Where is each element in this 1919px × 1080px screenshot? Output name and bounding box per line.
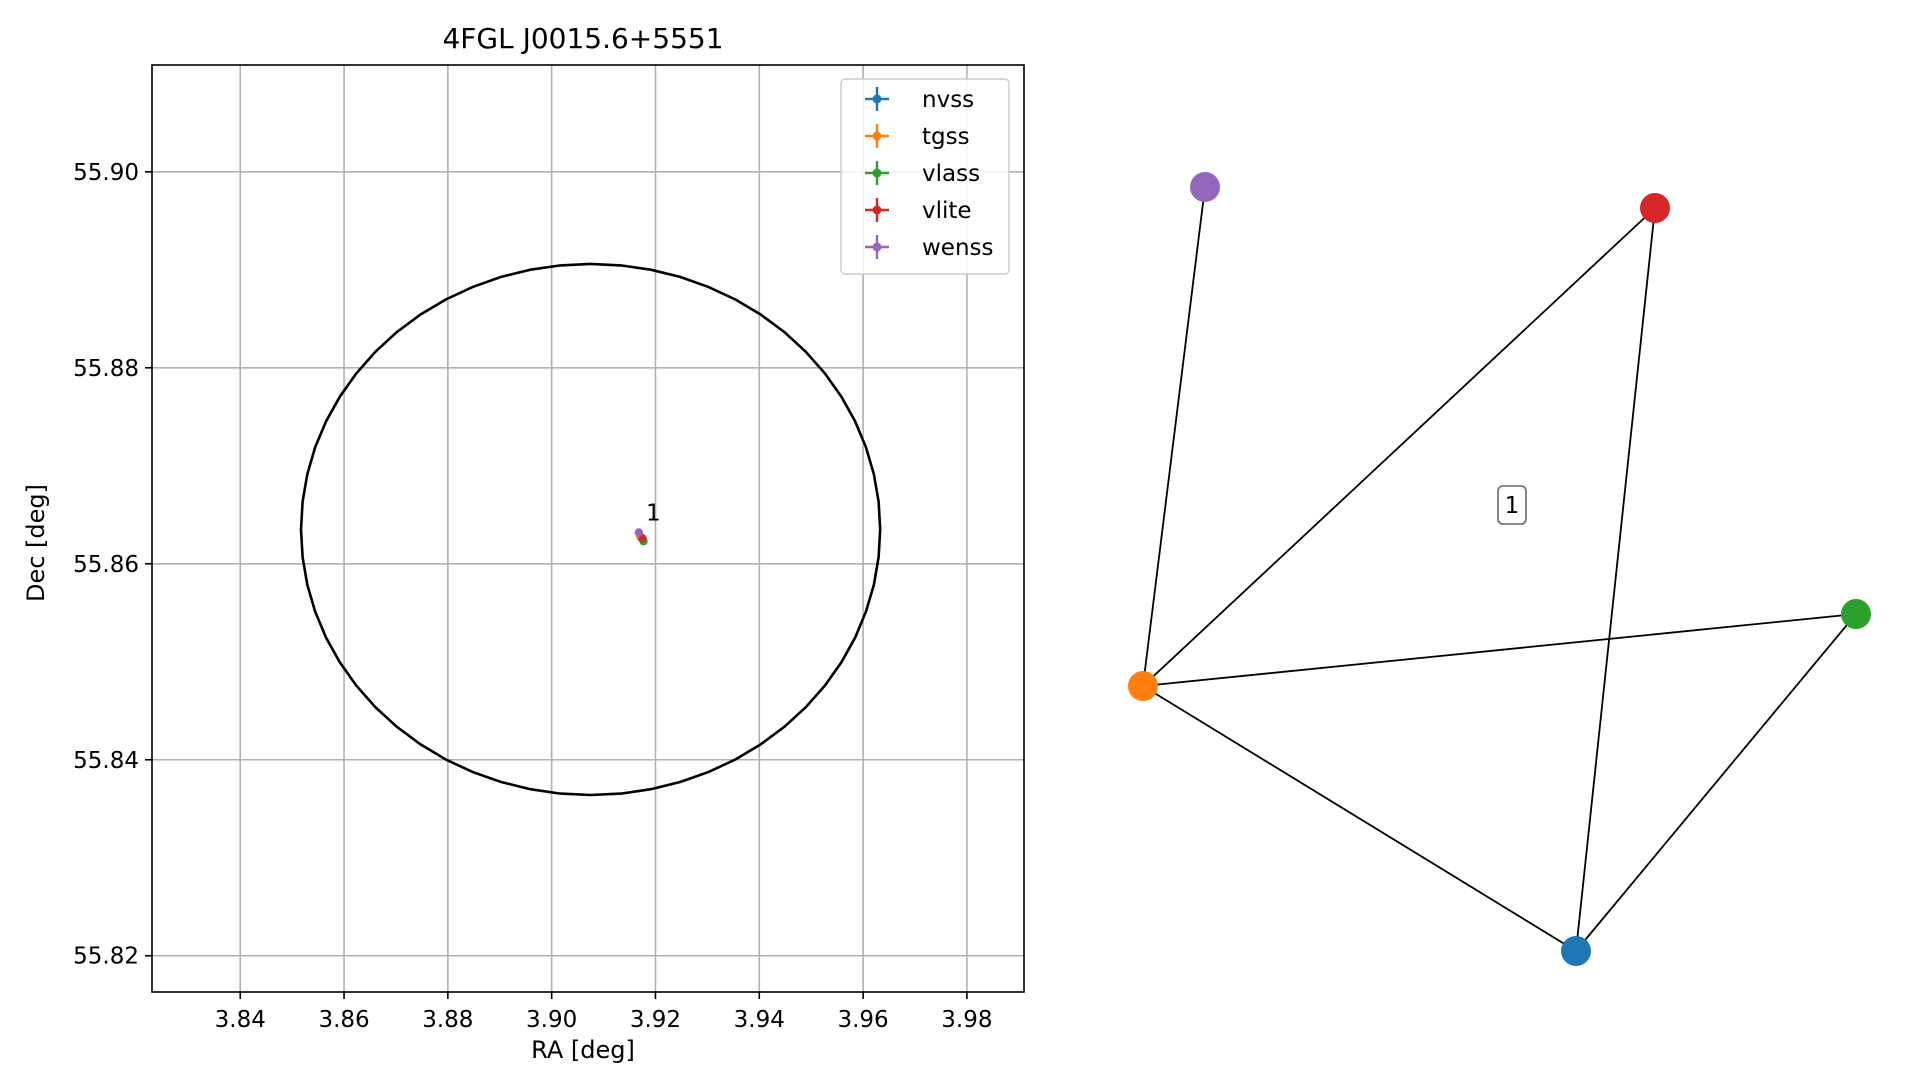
edge-tgss-wenss [1142,186,1206,687]
y-tick-label: 55.82 [73,944,139,970]
node-tgss [1128,671,1158,701]
plot-title: 4FGL J0015.6+5551 [442,22,723,55]
legend-label-vlite: vlite [922,198,972,224]
node-nvss [1561,936,1591,966]
x-tick-label: 3.88 [422,1007,473,1033]
match-network-graph: 1 [1128,172,1871,966]
legend-label-wenss: wenss [922,235,994,261]
sky-position-plot: 4FGL J0015.6+5551 1 3.84 3.86 3.88 3.90 3.92… [22,22,1025,1064]
legend-marker-wenss [872,242,882,252]
edge-vlass-nvss [1575,613,1857,952]
y-axis-label: Dec [deg] [22,484,50,602]
x-tick-label: 3.96 [837,1007,888,1033]
match-group-annotation: 1 [646,501,661,527]
node-wenss [1190,172,1220,202]
y-ticks: 55.82 55.84 55.86 55.88 55.90 [73,160,152,970]
y-tick-label: 55.84 [73,748,139,774]
x-tick-label: 3.98 [941,1007,992,1033]
x-ticks: 3.84 3.86 3.88 3.90 3.92 3.94 3.96 3.98 [215,992,993,1033]
plot-frame [151,64,1025,993]
network-edges [1142,186,1857,952]
y-tick-label: 55.90 [73,160,139,186]
node-vlite [1640,193,1670,223]
edge-tgss-nvss [1142,685,1577,952]
source-points: 1 [634,501,661,546]
edge-tgss-vlite [1142,207,1656,687]
x-tick-label: 3.92 [630,1007,681,1033]
legend-label-tgss: tgss [922,124,970,150]
legend-label-nvss: nvss [922,87,974,113]
y-tick-label: 55.88 [73,356,139,382]
cluster-label-frame [1497,485,1527,525]
network-nodes [1128,172,1871,966]
y-tick-label: 55.86 [73,552,139,578]
legend-marker-vlass [872,168,882,178]
cluster-label-box: 1 [1497,485,1527,525]
x-axis-label: RA [deg] [531,1036,635,1064]
x-tick-label: 3.84 [215,1007,266,1033]
legend-marker-tgss [872,131,882,141]
localization-ellipse-layer [299,262,882,797]
legend-marker-nvss [872,94,882,104]
cluster-label: 1 [1505,493,1520,519]
legend-marker-vlite [872,205,882,215]
legend-box [840,78,1010,275]
localization-ellipse [299,262,882,797]
x-tick-label: 3.86 [318,1007,369,1033]
edge-vlite-nvss [1575,207,1656,952]
node-vlass [1841,599,1871,629]
x-tick-label: 3.90 [526,1007,577,1033]
legend: nvss tgss vlass vlite wenss [840,78,1010,275]
point-wenss [634,528,644,537]
x-tick-label: 3.94 [734,1007,785,1033]
legend-label-vlass: vlass [922,161,980,187]
edge-tgss-vlass [1142,613,1857,687]
